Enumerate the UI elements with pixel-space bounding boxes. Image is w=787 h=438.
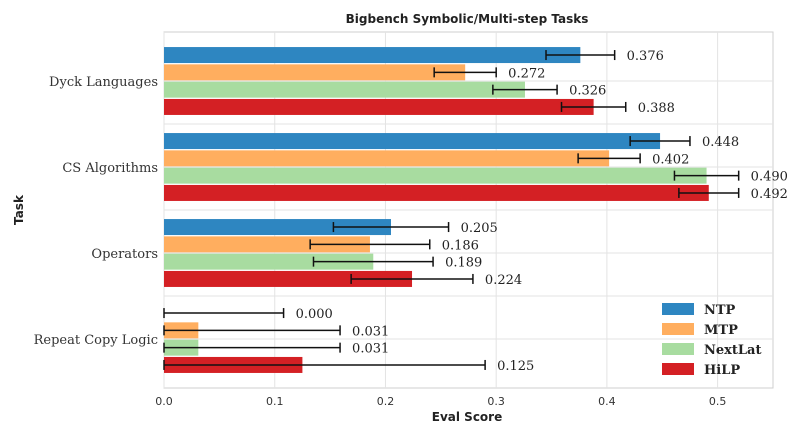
legend-swatch-mtp bbox=[662, 323, 694, 335]
value-label: 0.186 bbox=[442, 238, 479, 253]
value-label: 0.448 bbox=[702, 135, 739, 150]
value-label: 0.224 bbox=[485, 273, 522, 288]
bar-mtp bbox=[164, 150, 610, 167]
value-label: 0.490 bbox=[751, 170, 787, 185]
category-labels: Dyck Languages CS Algorithms Operators Repe… bbox=[34, 75, 158, 348]
value-label: 0.031 bbox=[352, 324, 389, 339]
value-label: 0.326 bbox=[569, 84, 606, 99]
legend-swatch-ntp bbox=[662, 303, 694, 315]
category-label: Repeat Copy Logic bbox=[34, 333, 158, 348]
value-label: 0.189 bbox=[445, 256, 482, 271]
value-label: 0.388 bbox=[638, 101, 675, 116]
legend-swatch-hilp bbox=[662, 363, 694, 375]
legend-label: MTP bbox=[704, 323, 738, 338]
value-label: 0.205 bbox=[461, 221, 498, 236]
bar-mtp bbox=[164, 64, 466, 81]
category-label: CS Algorithms bbox=[62, 161, 158, 176]
value-label: 0.031 bbox=[352, 342, 389, 357]
x-tick-label: 0.0 bbox=[155, 395, 173, 408]
x-tick-label: 0.3 bbox=[487, 395, 505, 408]
value-label: 0.492 bbox=[751, 187, 787, 202]
chart-title: Bigbench Symbolic/Multi-step Tasks bbox=[346, 12, 589, 26]
value-label: 0.000 bbox=[296, 307, 333, 322]
bar-nextlat bbox=[164, 81, 525, 98]
legend-label: NTP bbox=[704, 303, 736, 318]
x-tick-label: 0.1 bbox=[266, 395, 284, 408]
legend-label: NextLat bbox=[704, 343, 761, 358]
y-axis-label: Task bbox=[12, 194, 26, 225]
bars bbox=[164, 47, 709, 373]
x-tick-label: 0.5 bbox=[709, 395, 727, 408]
bar-ntp bbox=[164, 47, 581, 64]
value-label: 0.272 bbox=[508, 66, 545, 81]
bar-ntp bbox=[164, 133, 661, 150]
category-label: Dyck Languages bbox=[49, 75, 158, 90]
bar-hilp bbox=[164, 270, 413, 287]
bar-mtp bbox=[164, 236, 370, 253]
value-label: 0.125 bbox=[497, 359, 534, 374]
legend-swatch-nextlat bbox=[662, 343, 694, 355]
x-tick-label: 0.4 bbox=[598, 395, 616, 408]
x-tick-label: 0.2 bbox=[377, 395, 395, 408]
bar-nextlat bbox=[164, 167, 707, 184]
legend-label: HiLP bbox=[704, 363, 740, 378]
error-bars bbox=[163, 50, 740, 370]
bar-ntp bbox=[164, 219, 391, 236]
bar-nextlat bbox=[164, 253, 374, 270]
bar-hilp bbox=[164, 184, 709, 201]
x-axis-label: Eval Score bbox=[432, 410, 502, 424]
legend: NTP MTP NextLat HiLP bbox=[662, 303, 761, 378]
category-label: Operators bbox=[91, 247, 158, 262]
x-tick-labels: 0.0 0.1 0.2 0.3 0.4 0.5 bbox=[155, 395, 726, 408]
value-label: 0.376 bbox=[627, 49, 664, 64]
bar-hilp bbox=[164, 98, 594, 115]
value-labels: 0.376 0.272 0.326 0.388 0.448 0.402 0.490 0.492… bbox=[296, 49, 787, 374]
value-label: 0.402 bbox=[652, 152, 689, 167]
